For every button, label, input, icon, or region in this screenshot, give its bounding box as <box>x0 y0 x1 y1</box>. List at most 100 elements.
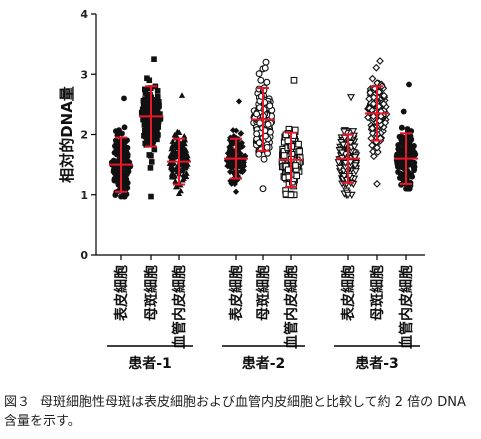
data-point <box>138 109 145 116</box>
data-point <box>287 191 295 199</box>
data-point <box>169 160 176 167</box>
dot-plot-chart: 01234相対的DNA量 表皮細胞 母斑細胞 血管内皮細胞患者-1表皮細胞 母斑細胞血… <box>58 8 425 372</box>
data-point <box>350 143 359 151</box>
data-point <box>373 180 381 188</box>
data-point <box>145 99 151 105</box>
data-point <box>365 95 373 103</box>
data-point <box>110 157 117 164</box>
data-point <box>224 162 231 169</box>
data-point <box>141 133 147 139</box>
data-point <box>154 136 160 143</box>
data-point <box>145 132 152 139</box>
data-point <box>280 152 288 159</box>
data-point <box>141 119 148 126</box>
data-point <box>373 148 382 156</box>
data-point <box>346 94 356 102</box>
data-point <box>170 166 177 172</box>
data-point <box>179 145 186 151</box>
data-point <box>179 150 186 157</box>
data-point <box>168 164 175 171</box>
data-point <box>262 58 270 66</box>
data-point <box>151 56 157 62</box>
data-point <box>140 98 147 104</box>
data-point <box>395 169 401 175</box>
group-label: 患者-1 <box>128 355 172 372</box>
data-point <box>153 125 160 131</box>
data-point <box>143 142 150 148</box>
data-point <box>180 175 187 181</box>
data-point <box>263 78 271 86</box>
data-point <box>395 142 402 148</box>
x-tick-label: 母斑細胞 <box>369 265 386 321</box>
data-point <box>151 146 158 153</box>
data-point <box>183 149 190 156</box>
data-point <box>154 88 161 94</box>
data-point <box>148 152 154 159</box>
data-point <box>369 152 378 161</box>
data-point <box>178 92 186 98</box>
data-point <box>377 112 385 121</box>
data-point <box>290 76 298 84</box>
data-point <box>143 112 150 119</box>
x-tick-label: 表皮細胞 <box>340 265 357 322</box>
data-point <box>411 143 417 149</box>
data-point <box>236 160 243 167</box>
data-point <box>169 138 176 144</box>
data-point <box>153 107 160 113</box>
data-point <box>379 100 388 108</box>
data-point <box>183 170 190 176</box>
data-point <box>257 76 265 84</box>
y-tick-label: 0 <box>80 249 88 262</box>
data-point <box>144 102 150 109</box>
data-point <box>335 164 344 173</box>
data-point <box>140 116 146 123</box>
data-point <box>376 57 384 65</box>
data-point <box>368 74 377 83</box>
data-point <box>144 75 150 82</box>
data-point <box>235 98 243 105</box>
data-point <box>398 160 405 167</box>
data-point <box>112 192 119 198</box>
error-bars <box>109 85 418 193</box>
data-point <box>139 106 146 113</box>
data-point <box>169 142 176 149</box>
data-point <box>351 168 360 176</box>
x-tick-label: 表皮細胞 <box>228 265 245 322</box>
data-point <box>121 124 128 131</box>
data-point <box>229 127 237 134</box>
data-point <box>266 128 274 136</box>
data-point <box>256 119 264 127</box>
data-point <box>123 176 130 182</box>
data-point <box>394 151 400 158</box>
data-point <box>343 191 353 199</box>
data-point <box>263 143 271 151</box>
data-point <box>255 150 263 158</box>
data-point <box>112 128 119 135</box>
data-point <box>253 110 261 118</box>
data-point <box>259 185 267 193</box>
data-point <box>154 111 161 117</box>
data-point <box>405 145 412 152</box>
data-point <box>403 185 409 192</box>
y-tick-label: 4 <box>80 8 88 21</box>
caption-text: 母斑細胞性母斑は表皮細胞および血管内皮細胞と比較して約 2 倍の DNA 含量を… <box>4 395 466 429</box>
data-point <box>373 143 381 152</box>
data-point <box>172 152 179 159</box>
x-tick-label: 血管内皮細胞 <box>398 265 415 349</box>
x-tick-label: 母斑細胞 <box>143 265 160 321</box>
data-point <box>142 90 149 96</box>
data-point <box>148 193 154 200</box>
group-label: 患者-3 <box>355 355 399 372</box>
data-point <box>147 85 153 91</box>
data-point <box>400 108 407 115</box>
x-tick-label: 血管内皮細胞 <box>283 265 300 349</box>
data-point <box>295 140 302 148</box>
data-point <box>406 81 412 88</box>
data-point <box>124 171 130 178</box>
data-point <box>149 107 156 114</box>
data-point <box>366 88 375 97</box>
data-point <box>340 128 349 136</box>
x-tick-label: 表皮細胞 <box>113 265 130 322</box>
data-point <box>411 167 417 174</box>
